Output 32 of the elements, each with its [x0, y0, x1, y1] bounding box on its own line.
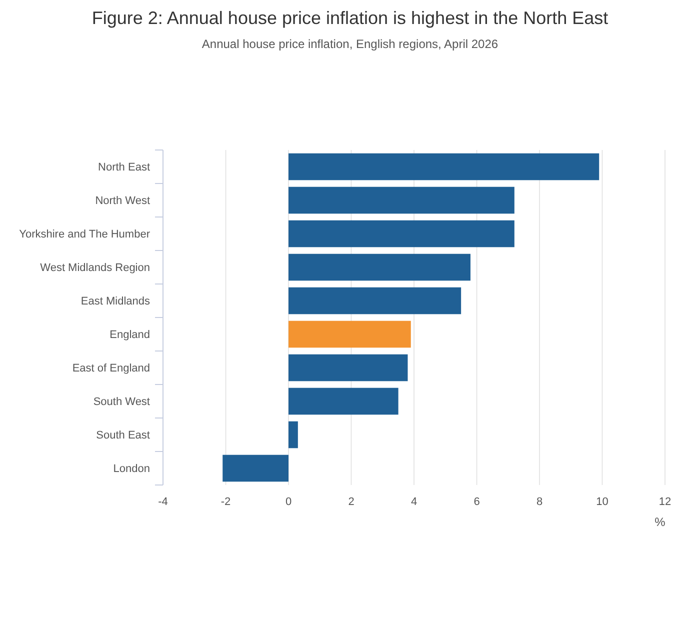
bar: [288, 220, 514, 248]
y-tick-label: North West: [95, 194, 150, 207]
y-tick-label: East Midlands: [80, 295, 150, 308]
y-tick-label: South East: [96, 429, 150, 442]
y-tick-label: North East: [98, 161, 150, 174]
y-tick-label: London: [113, 462, 150, 475]
x-tick-label: 10: [596, 496, 608, 508]
bar: [288, 388, 398, 415]
x-axis-title: %: [654, 515, 666, 529]
y-tick-label: Yorkshire and The Humber: [19, 228, 150, 240]
y-tick-label: West Midlands Region: [40, 262, 150, 274]
x-tick-label: 6: [474, 496, 480, 508]
bar: [288, 287, 462, 314]
x-tick-label: 8: [536, 496, 543, 508]
y-tick-label: England: [110, 328, 150, 341]
y-tick-label: East of England: [72, 362, 150, 374]
bar: [288, 421, 298, 448]
chart-title: Figure 2: Annual house price inflation is highest in the North East: [92, 8, 608, 28]
x-tick-label: 2: [348, 496, 354, 508]
y-tick-label: South West: [93, 396, 150, 408]
x-tick-label: -4: [158, 496, 168, 508]
bar: [288, 354, 408, 382]
bar: [288, 320, 411, 348]
chart-subtitle: Annual house price inflation, English regions, April 2026: [202, 37, 498, 51]
bar: [288, 186, 514, 214]
x-tick-label: 4: [410, 496, 418, 508]
bar: [222, 454, 288, 482]
x-tick-label: -2: [220, 496, 231, 508]
x-tick-label: 12: [658, 496, 672, 508]
bar: [288, 153, 600, 180]
x-tick-label: 0: [285, 496, 292, 508]
bar: [288, 254, 470, 281]
